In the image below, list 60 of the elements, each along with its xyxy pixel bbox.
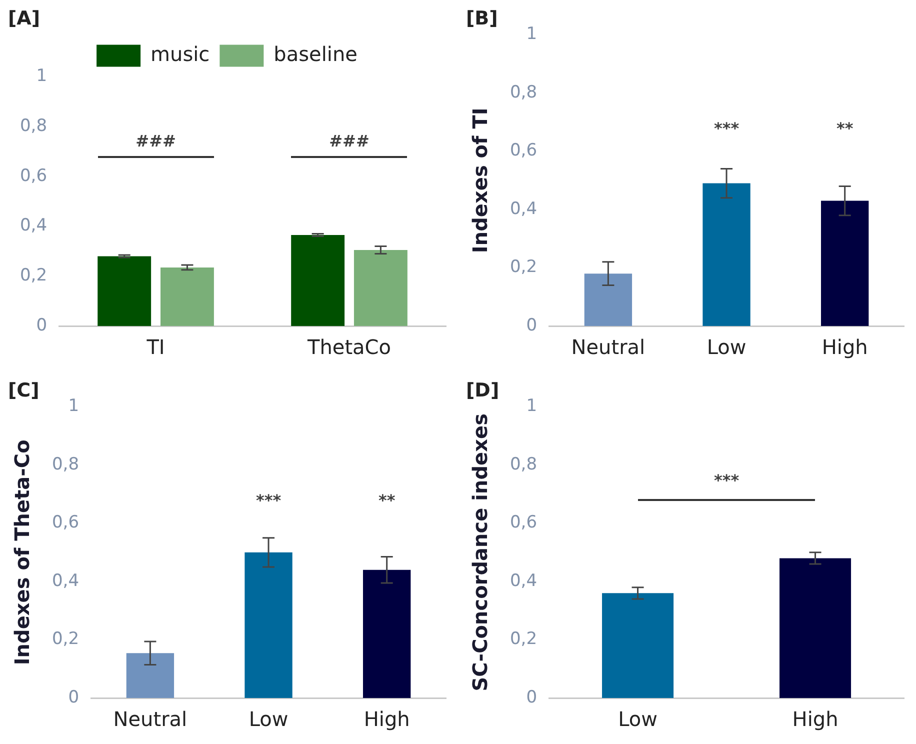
bar bbox=[584, 274, 632, 326]
bar bbox=[363, 570, 411, 698]
annotation: ### bbox=[136, 132, 176, 151]
bar bbox=[821, 200, 869, 326]
legend-label: baseline bbox=[274, 42, 358, 66]
bar bbox=[98, 256, 152, 326]
y-tick-label: 0,2 bbox=[510, 629, 538, 650]
x-tick-label: High bbox=[792, 707, 838, 732]
y-tick-label: 1 bbox=[68, 396, 80, 416]
y-tick-label: 0,6 bbox=[52, 512, 80, 533]
y-tick-label: 0,8 bbox=[52, 454, 80, 474]
y-tick-label: 0 bbox=[36, 315, 48, 336]
annotation: *** bbox=[714, 118, 740, 138]
chart-title: [B] bbox=[466, 7, 498, 30]
y-tick-label: 1 bbox=[526, 24, 538, 44]
bar bbox=[126, 653, 174, 698]
x-tick-label: ThetaCo bbox=[306, 335, 392, 360]
x-tick-label: Low bbox=[618, 707, 658, 732]
y-tick-label: 1 bbox=[36, 66, 48, 86]
bar bbox=[244, 552, 292, 698]
chart-title: [A] bbox=[8, 7, 40, 30]
y-tick-label: 0,4 bbox=[20, 216, 48, 236]
annotation: *** bbox=[714, 471, 740, 490]
x-tick-label: Low bbox=[248, 707, 288, 732]
y-axis-title: Indexes of Theta-Co bbox=[10, 440, 34, 666]
y-tick-label: 0,2 bbox=[510, 257, 538, 278]
annotation: ** bbox=[378, 490, 396, 510]
y-tick-label: 0 bbox=[526, 315, 538, 336]
y-tick-label: 0,4 bbox=[510, 198, 538, 219]
y-tick-label: 0,6 bbox=[20, 166, 48, 186]
x-tick-label: High bbox=[822, 335, 868, 360]
y-tick-label: 0,2 bbox=[52, 629, 80, 650]
x-tick-label: Neutral bbox=[113, 707, 188, 732]
annotation: *** bbox=[256, 490, 282, 510]
y-tick-label: 0,4 bbox=[52, 570, 80, 591]
y-axis-title: SC-Concordance indexes bbox=[468, 414, 492, 692]
y-tick-label: 0,8 bbox=[20, 116, 48, 136]
x-tick-label: Low bbox=[706, 335, 746, 360]
chart-title: [D] bbox=[466, 379, 500, 402]
legend-label: music bbox=[150, 42, 210, 66]
x-tick-label: Neutral bbox=[571, 335, 646, 360]
y-tick-label: 1 bbox=[526, 396, 538, 416]
bar bbox=[160, 267, 214, 326]
y-tick-label: 0,6 bbox=[510, 512, 538, 533]
y-tick-label: 0,6 bbox=[510, 140, 538, 161]
annotation: ### bbox=[329, 132, 370, 151]
bar bbox=[702, 183, 750, 326]
y-tick-label: 0,2 bbox=[20, 266, 48, 286]
bar bbox=[354, 250, 408, 326]
y-axis-title: Indexes of TI bbox=[468, 108, 492, 254]
annotation: ** bbox=[836, 118, 854, 138]
bar bbox=[291, 235, 345, 326]
y-tick-label: 0 bbox=[68, 687, 80, 708]
y-tick-label: 0,4 bbox=[510, 570, 538, 591]
y-tick-label: 0 bbox=[526, 687, 538, 708]
chart-title: [C] bbox=[8, 379, 40, 402]
x-tick-label: High bbox=[364, 707, 410, 732]
x-tick-label: TI bbox=[146, 335, 165, 360]
y-tick-label: 0,8 bbox=[510, 454, 538, 474]
y-tick-label: 0,8 bbox=[510, 82, 538, 102]
